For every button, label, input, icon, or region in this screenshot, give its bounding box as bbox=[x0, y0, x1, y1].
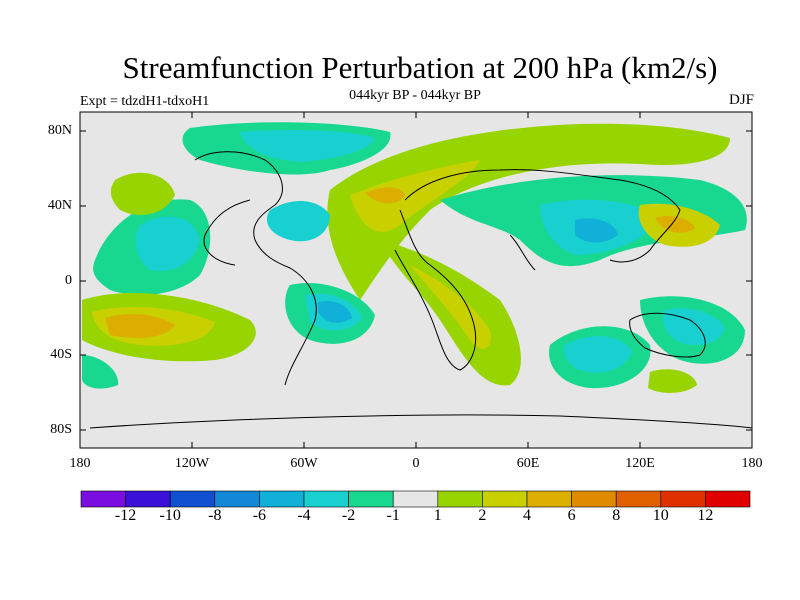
colorbar-box bbox=[259, 490, 305, 508]
colorbar-label: 8 bbox=[612, 507, 621, 524]
asia-negative-core bbox=[575, 218, 618, 243]
lat-label-40s: 40S bbox=[50, 347, 72, 362]
colorbar-label: -4 bbox=[297, 507, 311, 524]
south-pacific-negative-edge bbox=[82, 355, 119, 389]
colorbar-label: 10 bbox=[652, 507, 669, 524]
south-pacific-positive-core bbox=[105, 314, 175, 338]
eurasia-positive-arc bbox=[327, 123, 730, 300]
southern-ocean-positive bbox=[648, 369, 697, 393]
lon-label-0: 0 bbox=[412, 456, 420, 471]
colorbar-label: -1 bbox=[386, 507, 400, 524]
season-label: DJF bbox=[728, 92, 754, 108]
arctic-negative-core bbox=[240, 130, 375, 162]
south-atlantic-negative-core bbox=[318, 300, 352, 323]
colorbar-box bbox=[214, 490, 260, 508]
north-atlantic-negative bbox=[266, 200, 330, 242]
lon-label-60e: 60E bbox=[516, 456, 540, 471]
colorbar-label: -10 bbox=[159, 507, 181, 524]
atlantic-positive-mid bbox=[350, 160, 480, 232]
colorbar-label: 2 bbox=[478, 507, 487, 524]
lon-label-120w: 120W bbox=[174, 456, 210, 471]
coastlines bbox=[89, 151, 752, 429]
colorbar-box bbox=[482, 490, 528, 508]
colorbar-box bbox=[437, 490, 483, 508]
lat-label-40n: 40N bbox=[47, 198, 72, 213]
colorbar-box bbox=[615, 490, 662, 508]
colorbar-label: 1 bbox=[433, 507, 442, 524]
japan-positive-core bbox=[655, 216, 695, 233]
colorbar-box bbox=[660, 490, 706, 508]
colorbar-box bbox=[705, 490, 751, 508]
colorbar-box bbox=[80, 490, 126, 508]
atlantic-positive-core bbox=[365, 187, 405, 204]
colorbar-label: 6 bbox=[567, 507, 576, 524]
indian-ocean-negative-mid bbox=[563, 336, 632, 373]
colorbar-label: -6 bbox=[252, 507, 267, 524]
colorbar-label: -2 bbox=[341, 507, 356, 524]
colorbar-label: -8 bbox=[208, 507, 222, 524]
colorbar-box bbox=[526, 490, 572, 508]
plot-title: Streamfunction Perturbation at 200 hPa (… bbox=[122, 50, 718, 85]
colorbar bbox=[80, 490, 751, 508]
lat-label-80n: 80N bbox=[47, 123, 72, 138]
colorbar-box bbox=[571, 490, 617, 508]
lat-label-80s: 80S bbox=[50, 422, 72, 437]
colorbar-label: -12 bbox=[114, 507, 137, 524]
lon-label-180e: 180 bbox=[741, 456, 763, 471]
colorbar-label: 12 bbox=[697, 507, 714, 524]
pacific-negative-core bbox=[135, 216, 200, 272]
pacific-positive-north bbox=[110, 172, 175, 215]
plot-subtitle: 044kyr BP - 044kyr BP bbox=[349, 88, 481, 103]
lon-label-60w: 60W bbox=[290, 456, 318, 471]
axis-ticks bbox=[80, 112, 752, 448]
experiment-label: Expt = tdzdH1-tdxoH1 bbox=[80, 94, 210, 109]
colorbar-box bbox=[392, 490, 439, 508]
colorbar-label: 4 bbox=[523, 507, 531, 524]
africa-positive-mid bbox=[410, 265, 491, 349]
lon-label-180w: 180 bbox=[69, 456, 91, 471]
lat-label-0: 0 bbox=[65, 273, 72, 288]
colorbar-box bbox=[169, 490, 216, 508]
field-layer bbox=[80, 112, 752, 448]
lon-label-120e: 120E bbox=[625, 456, 655, 471]
colorbar-box bbox=[303, 490, 349, 508]
australia-negative-mid bbox=[663, 308, 725, 346]
colorbar-box bbox=[125, 490, 171, 508]
colorbar-box bbox=[348, 490, 394, 508]
